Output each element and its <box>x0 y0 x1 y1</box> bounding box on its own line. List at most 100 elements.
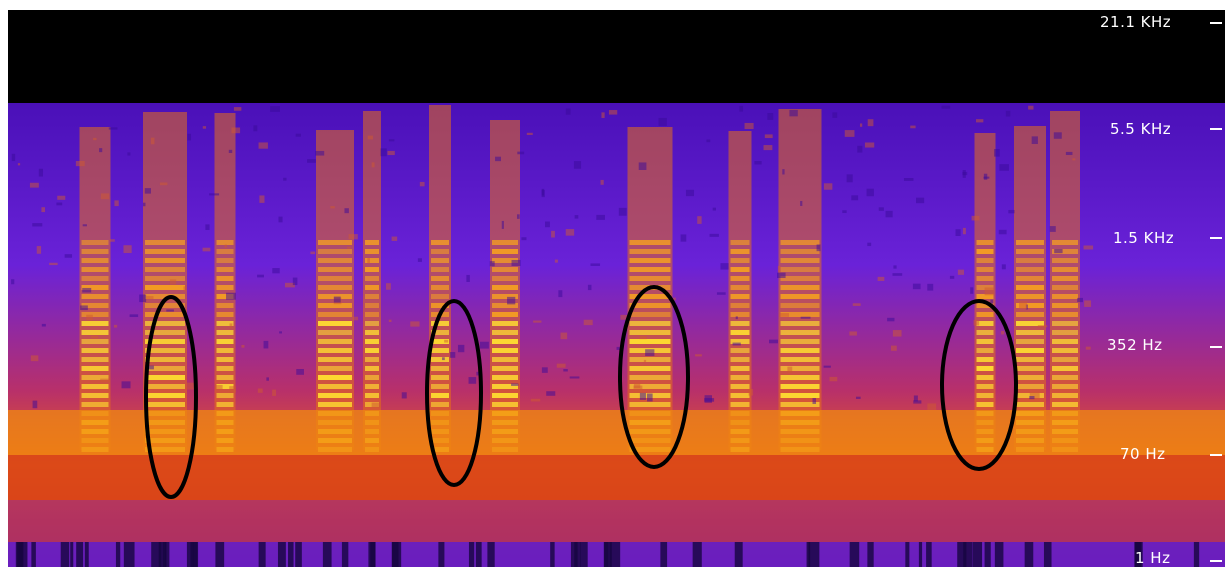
speckle <box>685 189 695 197</box>
freq-label-21k: 21.1 KHz <box>1100 13 1171 31</box>
speckle <box>371 402 382 408</box>
speckle <box>231 127 241 134</box>
speckle <box>695 354 702 357</box>
speckle <box>41 207 46 213</box>
speckle <box>143 202 146 207</box>
speckle <box>49 262 58 266</box>
speckle <box>893 265 897 269</box>
speckle <box>852 303 861 306</box>
speckle <box>100 193 110 200</box>
speckle <box>739 105 744 112</box>
speckle <box>633 382 641 388</box>
bottom-gap <box>186 542 198 567</box>
speckle <box>380 148 387 157</box>
speckle <box>166 309 174 312</box>
bottom-gap <box>918 542 923 567</box>
speckle <box>114 200 119 207</box>
speckle <box>449 352 456 358</box>
bottom-gap <box>215 542 225 567</box>
speckle <box>353 316 359 321</box>
speckle <box>867 119 874 127</box>
speckle <box>278 216 283 223</box>
speckle <box>1031 136 1038 145</box>
speckle <box>121 381 131 389</box>
speckle <box>608 110 618 115</box>
speckle <box>258 142 268 149</box>
speckle <box>877 276 885 281</box>
speckle <box>100 378 110 383</box>
bottom-gap <box>370 542 376 567</box>
speckle <box>927 403 937 410</box>
speckle <box>526 132 533 135</box>
speckle <box>712 207 716 211</box>
speckle <box>846 174 853 183</box>
energy-band <box>8 455 1225 500</box>
speckle <box>501 220 504 229</box>
speckle <box>226 292 236 300</box>
speckle <box>574 215 579 219</box>
speckle <box>284 282 295 288</box>
speckle <box>29 182 39 188</box>
speckle <box>983 176 990 179</box>
speckle <box>587 284 592 291</box>
bottom-gap <box>322 542 332 567</box>
speckle <box>11 279 15 285</box>
speckle <box>270 106 280 112</box>
speckle <box>385 283 391 290</box>
speckle <box>970 287 974 294</box>
speckle <box>507 296 516 305</box>
harmonic-column <box>490 120 520 452</box>
speckle <box>444 339 449 343</box>
speckle <box>57 195 66 200</box>
bottom-gap <box>905 542 910 567</box>
highlight-ellipse-2 <box>425 299 483 487</box>
speckle <box>241 344 245 348</box>
speckle <box>56 202 63 206</box>
speckle <box>754 161 762 165</box>
speckle <box>903 178 914 181</box>
speckle <box>558 290 563 298</box>
speckle <box>1072 158 1076 161</box>
speckle <box>541 189 545 198</box>
speckle <box>546 391 556 396</box>
energy-bands <box>8 410 1225 567</box>
speckle <box>975 119 984 123</box>
harmonic-column <box>79 127 111 452</box>
speckle <box>410 321 420 327</box>
speckle <box>214 384 223 390</box>
speckle <box>600 179 604 185</box>
speckle <box>253 125 258 132</box>
speckle <box>962 171 968 176</box>
bottom-gap <box>487 542 495 567</box>
speckle <box>910 125 916 129</box>
speckle <box>113 324 118 328</box>
speckle <box>93 137 97 141</box>
speckle <box>1053 132 1062 139</box>
speckle <box>169 279 177 285</box>
bottom-gap <box>580 542 588 567</box>
speckle <box>347 246 351 249</box>
speckle <box>202 126 207 129</box>
speckle <box>146 296 154 300</box>
speckle <box>984 287 994 296</box>
speckle <box>789 109 798 117</box>
speckle <box>962 227 966 235</box>
speckle <box>556 363 566 368</box>
speckle <box>257 274 264 278</box>
speckle <box>767 113 774 120</box>
bottom-gap <box>288 542 294 567</box>
freq-label-5k: 5.5 KHz <box>1110 120 1171 138</box>
speckle <box>885 210 893 218</box>
speckle <box>779 313 790 317</box>
speckle <box>187 133 192 141</box>
bottom-gap <box>277 542 286 567</box>
speckle <box>127 152 131 156</box>
speckle <box>38 168 44 177</box>
speckle <box>777 272 786 279</box>
speckle <box>307 159 316 163</box>
bottom-gap <box>1135 542 1142 567</box>
harmonic-column <box>1014 126 1046 452</box>
bottom-gap <box>734 542 743 567</box>
speckle <box>823 365 831 368</box>
